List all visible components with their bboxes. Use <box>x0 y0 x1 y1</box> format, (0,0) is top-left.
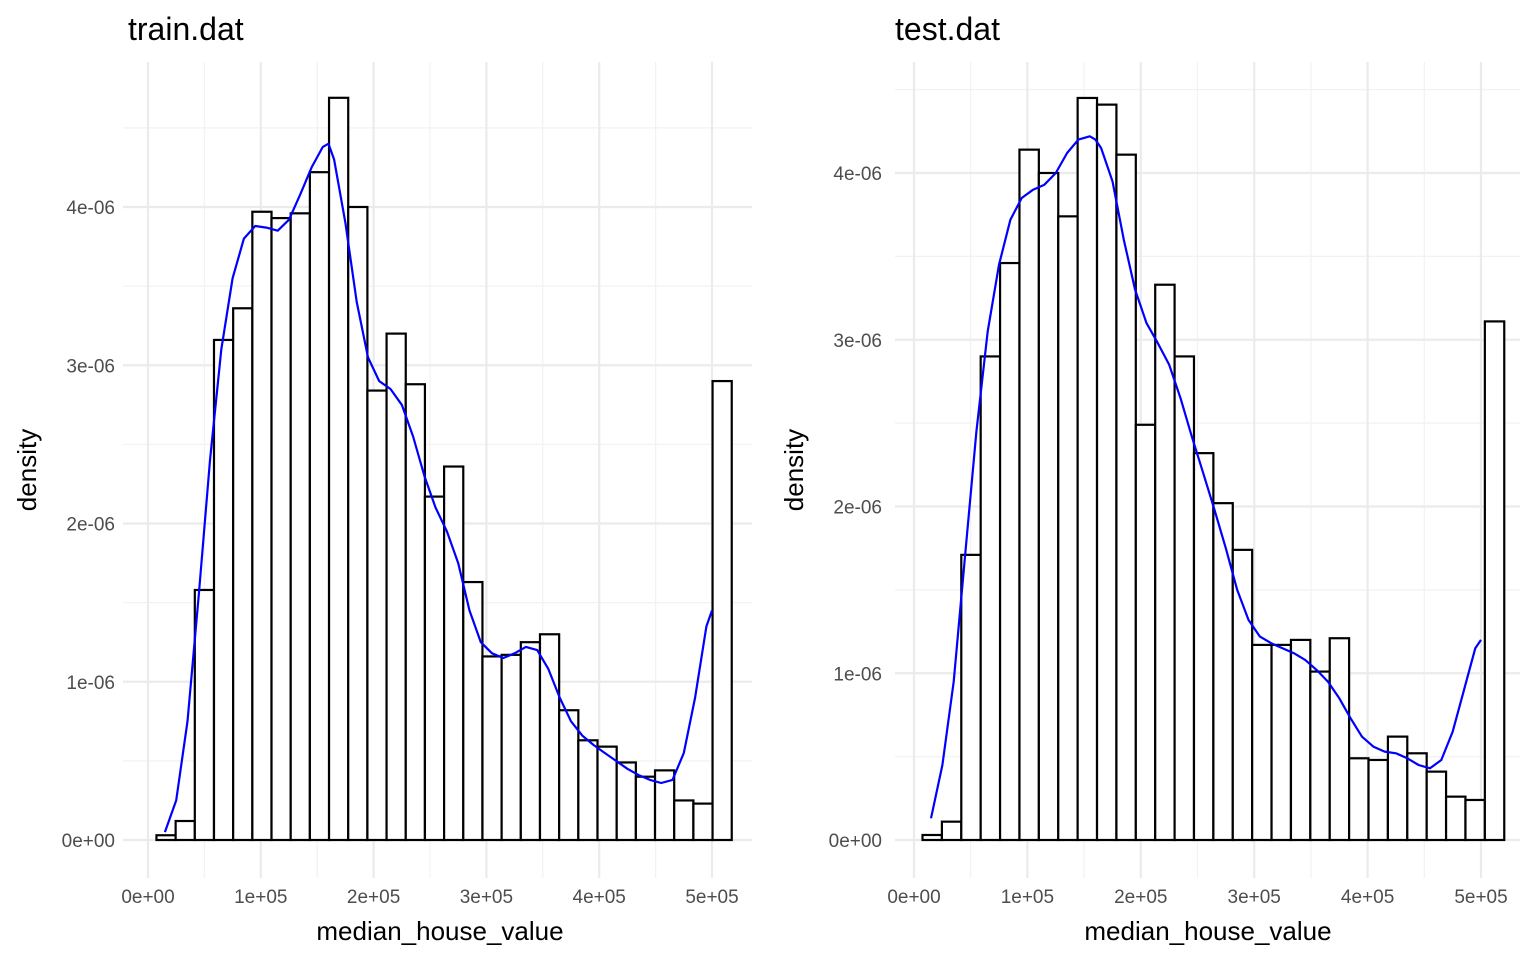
histogram-bar <box>1348 757 1370 842</box>
histogram-bar <box>1464 798 1486 842</box>
histogram-bar <box>232 307 254 842</box>
histogram-bar <box>1289 638 1312 842</box>
x-tick-label: 0e+00 <box>121 887 174 908</box>
histogram-bar <box>308 171 331 842</box>
histogram-bar <box>366 389 388 842</box>
histogram-bar <box>500 653 522 842</box>
x-tick-label: 1e+05 <box>234 887 287 908</box>
histogram-bar <box>519 641 542 842</box>
histogram-bar <box>960 553 982 842</box>
y-tick-label: 1e-06 <box>66 673 115 694</box>
histogram-bar <box>404 383 427 842</box>
y-axis-label: density <box>12 429 42 511</box>
histogram-bar <box>711 379 733 842</box>
y-tick-label: 0e+00 <box>62 831 115 852</box>
y-tick-label: 3e-06 <box>833 331 882 352</box>
histogram-bar <box>1328 637 1351 842</box>
histogram-bar <box>212 338 235 842</box>
x-tick-label: 4e+05 <box>1341 887 1394 908</box>
histogram-bar <box>1095 103 1118 842</box>
histogram-bar <box>538 633 561 842</box>
histogram-bar <box>443 465 465 842</box>
histogram-bar <box>1425 770 1448 842</box>
histogram-bar <box>921 833 943 842</box>
x-tick-label: 2e+05 <box>1114 887 1167 908</box>
histogram-bar <box>1483 320 1506 842</box>
histogram-bar <box>615 761 637 842</box>
density-curve <box>929 135 1482 819</box>
histogram-bar <box>193 588 216 842</box>
x-axis-label: median_house_value <box>316 916 563 946</box>
histogram-bar <box>998 261 1021 842</box>
histogram-bar <box>673 799 695 842</box>
histogram-bar <box>174 819 196 842</box>
histogram-bar <box>979 355 1002 842</box>
histogram-bar <box>1018 148 1040 842</box>
test-panel: 0e+00 1e-06 2e-06 3e-06 4e-06 0e+00 1e+05 2e+05… <box>779 11 1520 946</box>
histogram-bar <box>481 655 503 842</box>
chart-title: test.dat <box>895 11 1000 47</box>
histogram-bar <box>1231 548 1254 842</box>
histogram-bar <box>327 96 350 842</box>
histogram-bar <box>1270 643 1293 842</box>
x-tick-label: 1e+05 <box>1001 887 1054 908</box>
histogram-bar <box>1134 423 1157 842</box>
y-tick-label: 3e-06 <box>66 356 115 377</box>
histogram-bar <box>1173 355 1196 842</box>
x-tick-label: 5e+05 <box>1454 887 1507 908</box>
histogram-bar <box>1115 153 1137 842</box>
x-tick-label: 2e+05 <box>347 887 400 908</box>
histogram-bar <box>558 709 580 842</box>
histogram-bar <box>1444 795 1467 842</box>
y-tick-label: 2e-06 <box>833 498 882 519</box>
y-tick-label: 2e-06 <box>66 515 115 536</box>
y-axis-label: density <box>779 429 809 511</box>
histogram-bar <box>692 802 714 842</box>
x-tick-label: 4e+05 <box>573 887 626 908</box>
histogram-bar <box>1076 96 1099 842</box>
y-tick-label: 4e-06 <box>66 198 115 219</box>
y-tick-label: 0e+00 <box>829 831 882 852</box>
y-tick-label: 1e-06 <box>833 664 882 685</box>
x-tick-label: 3e+05 <box>460 887 513 908</box>
histogram-bar <box>1057 215 1079 842</box>
histogram-bar <box>940 820 963 842</box>
histogram-bar <box>1309 670 1331 842</box>
x-tick-label: 5e+05 <box>685 887 738 908</box>
x-tick-label: 3e+05 <box>1228 887 1281 908</box>
histogram-bar <box>289 212 311 842</box>
histogram-bar <box>1154 283 1176 842</box>
chart-title: train.dat <box>128 11 244 47</box>
histogram-bar <box>1367 758 1389 842</box>
histogram-bar <box>423 495 446 842</box>
y-tick-label: 4e-06 <box>833 164 882 185</box>
histogram-bar <box>251 210 273 842</box>
histogram-bar <box>1251 643 1273 842</box>
histogram-bar <box>577 739 599 842</box>
histogram-bar <box>155 834 177 842</box>
x-axis-label: median_house_value <box>1084 916 1331 946</box>
histogram-bar <box>634 775 657 842</box>
train-panel: 0e+00 1e-06 2e-06 3e-06 4e-06 0e+00 1e+05 2e+05… <box>12 11 752 946</box>
histogram-bar <box>1212 502 1234 842</box>
histogram-bar <box>1037 171 1060 842</box>
x-tick-label: 0e+00 <box>887 887 940 908</box>
histogram-bar <box>270 216 292 842</box>
histogram-bar <box>1192 452 1215 842</box>
density-curve <box>163 142 714 833</box>
